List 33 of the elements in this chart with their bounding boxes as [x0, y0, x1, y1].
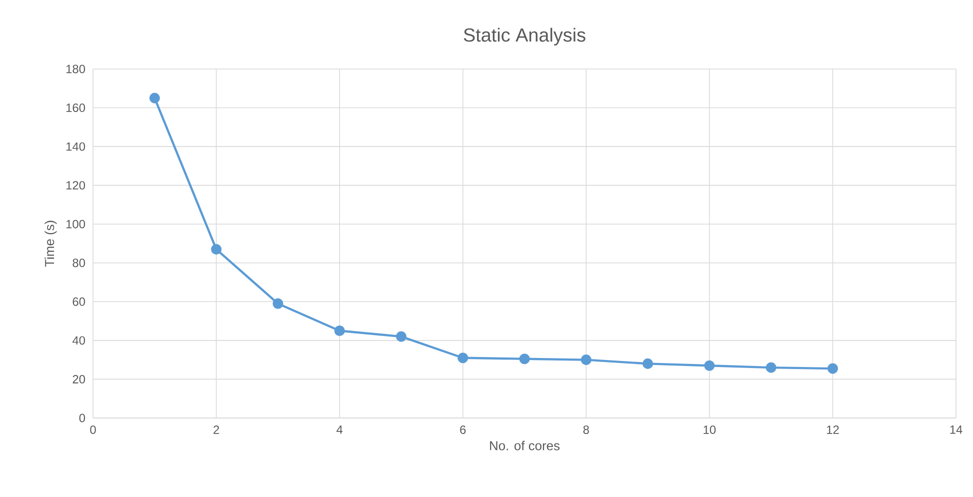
y-tick-label: 60	[72, 297, 86, 306]
y-tick-label: 120	[66, 181, 86, 190]
y-tick-label: 180	[66, 64, 86, 74]
point	[580, 354, 592, 366]
y-tick-label: 140	[66, 142, 86, 151]
y-tick-label: 160	[66, 104, 86, 112]
point	[519, 354, 530, 364]
x-tick-label: 0	[90, 426, 96, 434]
point	[827, 363, 838, 374]
x-tick-label: 12	[826, 426, 839, 434]
x-tick-label: 4	[336, 426, 343, 434]
point	[458, 352, 468, 364]
x-tick-label: 6	[460, 426, 466, 434]
x-axis-title: No. of cores	[490, 440, 560, 450]
x-tick-label: 2	[214, 426, 220, 434]
y-tick-label: 80	[72, 258, 86, 268]
y-tick-label: 100	[66, 220, 86, 228]
chart-title: Static Analysis	[464, 28, 586, 46]
point	[149, 92, 160, 104]
x-tick-label: 10	[704, 426, 716, 434]
x-tick-label: 8	[583, 426, 589, 434]
point	[704, 360, 715, 371]
point	[396, 331, 407, 342]
point	[642, 358, 654, 369]
point	[272, 298, 284, 309]
point	[766, 362, 776, 373]
x-tick-label: 14	[950, 426, 962, 434]
y-tick-label: 20	[72, 374, 86, 384]
y-tick-label: 40	[72, 336, 86, 345]
point	[211, 244, 222, 255]
y-tick-label: 0	[79, 414, 86, 422]
point	[334, 325, 345, 336]
y-axis-title: Time (s)	[44, 220, 57, 267]
